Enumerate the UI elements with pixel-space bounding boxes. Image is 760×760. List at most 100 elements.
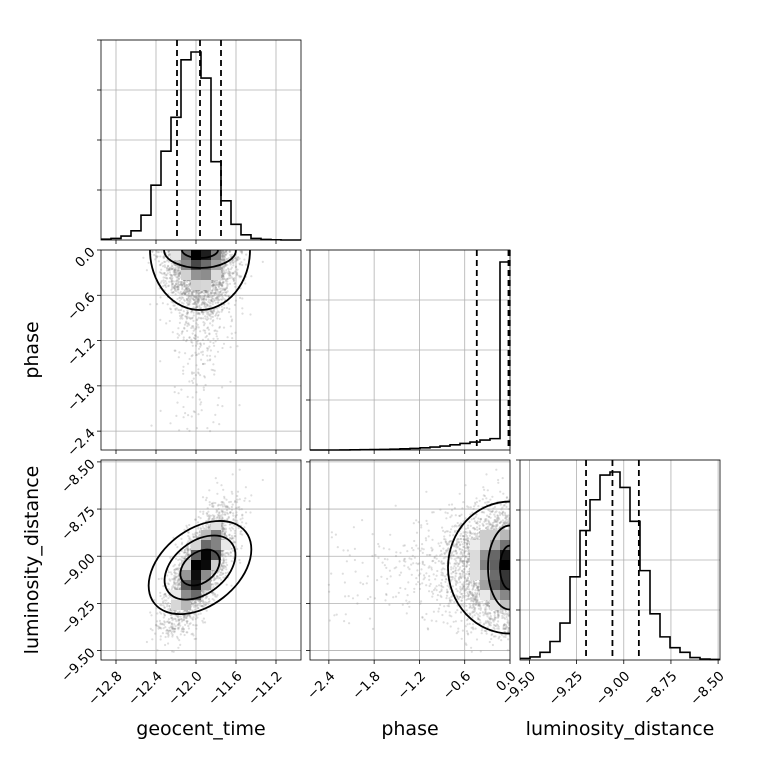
sample-point — [195, 319, 198, 322]
sample-point — [226, 277, 229, 281]
sample-point — [207, 523, 210, 527]
sample-point — [219, 294, 222, 297]
sample-point — [213, 299, 216, 302]
sample-point — [203, 295, 206, 298]
sample-point — [160, 268, 163, 271]
sample-point — [178, 267, 181, 270]
sample-point — [179, 633, 182, 636]
sample-point — [170, 291, 173, 294]
sample-point — [220, 254, 224, 257]
sample-point — [179, 266, 182, 269]
sample-point — [195, 305, 198, 308]
sample-point — [229, 263, 232, 266]
sample-point — [159, 360, 162, 363]
sample-point — [225, 287, 228, 290]
sample-point — [231, 337, 234, 340]
sample-point — [156, 255, 159, 258]
sample-point — [195, 535, 198, 538]
sample-point — [170, 300, 173, 303]
sample-point — [174, 283, 177, 286]
sample-point — [221, 284, 224, 287]
sample-point — [218, 516, 221, 520]
sample-point — [229, 274, 232, 278]
sample-point — [186, 622, 189, 625]
sample-point — [199, 344, 203, 347]
sample-point — [201, 297, 204, 300]
sample-point — [155, 250, 158, 253]
sample-point — [232, 272, 235, 275]
sample-point — [170, 280, 173, 283]
sample-point — [200, 291, 203, 294]
sample-point — [170, 279, 173, 283]
sample-point — [207, 328, 210, 331]
sample-point — [186, 311, 189, 314]
sample-point — [214, 284, 217, 287]
sample-point — [172, 304, 175, 307]
sample-point — [209, 317, 212, 320]
sample-point — [177, 272, 180, 275]
sample-point — [162, 256, 165, 259]
sample-point — [223, 254, 226, 257]
sample-point — [196, 299, 200, 302]
sample-point — [199, 295, 202, 298]
sample-point — [249, 511, 252, 514]
sample-point — [204, 601, 207, 604]
sample-point — [226, 284, 229, 287]
sample-point — [206, 354, 209, 357]
sample-point — [178, 334, 181, 337]
sample-point — [173, 385, 176, 389]
sample-point — [149, 303, 152, 306]
sample-point — [192, 298, 195, 301]
sample-point — [178, 272, 181, 276]
sample-point — [227, 553, 230, 556]
sample-point — [233, 279, 236, 282]
sample-point — [185, 299, 189, 302]
sample-point — [167, 255, 170, 258]
sample-point — [197, 413, 200, 416]
sample-point — [220, 305, 223, 308]
sample-point — [163, 623, 166, 627]
sample-point — [212, 341, 215, 345]
sample-point — [171, 264, 174, 268]
sample-point — [191, 294, 194, 297]
sample-point — [231, 253, 234, 256]
sample-point — [167, 268, 170, 271]
sample-point — [169, 273, 172, 277]
sample-point — [142, 256, 145, 259]
sample-point — [238, 468, 241, 471]
sample-point — [230, 537, 233, 541]
sample-point — [183, 282, 186, 286]
sample-point — [196, 298, 199, 301]
sample-point — [185, 283, 188, 287]
sample-point — [154, 632, 157, 635]
sample-point — [221, 386, 224, 389]
sample-point — [190, 326, 193, 330]
sample-point — [177, 582, 180, 585]
sample-point — [225, 558, 228, 561]
sample-point — [156, 649, 159, 652]
sample-point — [176, 586, 179, 589]
sample-point — [160, 280, 163, 283]
sample-point — [222, 297, 225, 300]
sample-point — [183, 327, 186, 330]
sample-point — [177, 269, 180, 272]
sample-point — [167, 253, 170, 256]
sample-point — [185, 610, 188, 613]
sample-point — [196, 311, 199, 314]
sample-point — [186, 280, 189, 283]
sample-point — [185, 286, 188, 289]
sample-point — [164, 280, 167, 283]
sample-point — [221, 500, 224, 504]
sample-point — [212, 363, 215, 366]
sample-point — [223, 291, 226, 294]
sample-point — [229, 277, 232, 280]
sample-point — [222, 265, 226, 268]
sample-point — [217, 285, 220, 288]
sample-point — [195, 295, 198, 298]
sample-point — [222, 326, 226, 329]
sample-point — [214, 288, 217, 291]
sample-point — [198, 305, 201, 308]
sample-point — [236, 547, 239, 551]
sample-point — [213, 593, 217, 596]
sample-point — [220, 267, 223, 270]
